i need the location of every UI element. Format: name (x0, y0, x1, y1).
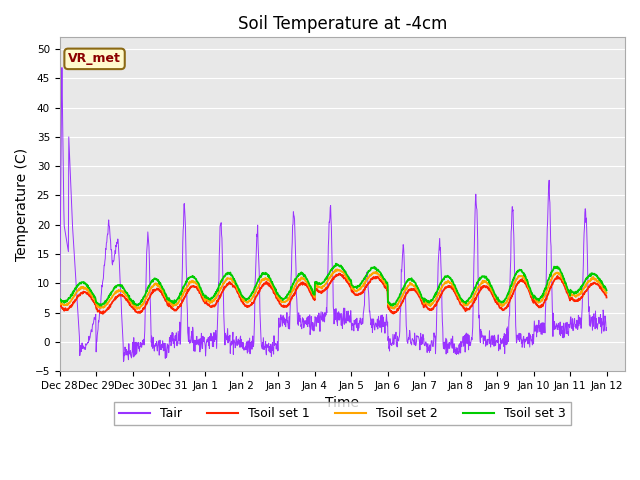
Y-axis label: Temperature (C): Temperature (C) (15, 148, 29, 261)
X-axis label: Time: Time (325, 396, 359, 410)
Text: VR_met: VR_met (68, 52, 121, 65)
Legend: Tair, Tsoil set 1, Tsoil set 2, Tsoil set 3: Tair, Tsoil set 1, Tsoil set 2, Tsoil se… (113, 402, 571, 425)
Title: Soil Temperature at -4cm: Soil Temperature at -4cm (237, 15, 447, 33)
